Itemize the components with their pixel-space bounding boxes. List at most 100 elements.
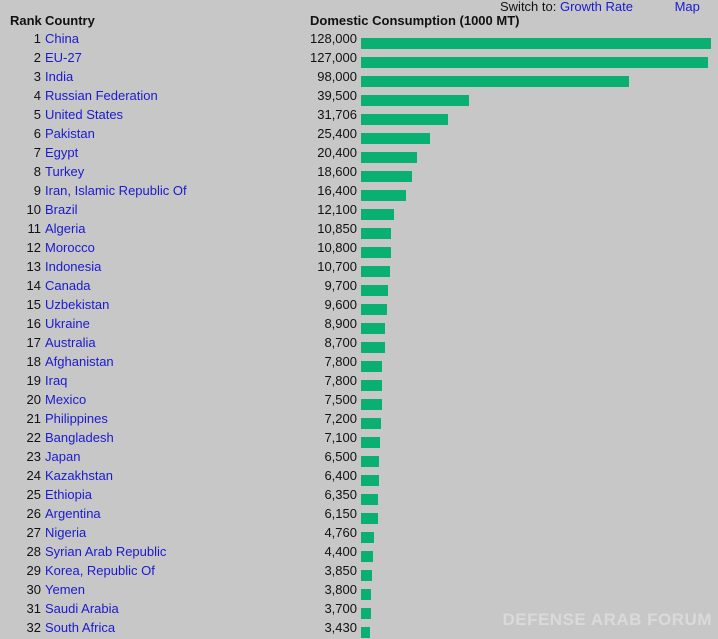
table-row: 16 Ukraine 8,900 bbox=[0, 316, 718, 335]
consumption-value: 25,400 bbox=[317, 126, 357, 141]
country-link[interactable]: Korea, Republic Of bbox=[45, 563, 155, 578]
rank: 27 bbox=[26, 525, 41, 540]
growth-rate-link[interactable]: Growth Rate bbox=[559, 0, 633, 14]
rank: 6 bbox=[33, 126, 41, 141]
country-link[interactable]: Afghanistan bbox=[45, 354, 114, 369]
country-link[interactable]: Nigeria bbox=[45, 525, 87, 540]
country-link[interactable]: Uzbekistan bbox=[45, 297, 110, 312]
country-link[interactable]: South Africa bbox=[45, 620, 116, 635]
country-link[interactable]: India bbox=[45, 69, 74, 84]
country-link[interactable]: Morocco bbox=[45, 240, 95, 255]
consumption-value: 3,700 bbox=[324, 601, 357, 616]
consumption-bar bbox=[361, 570, 372, 581]
table-row: 18 Afghanistan 7,800 bbox=[0, 354, 718, 373]
country-link[interactable]: Turkey bbox=[45, 164, 85, 179]
rank: 15 bbox=[26, 297, 41, 312]
consumption-value: 7,800 bbox=[324, 373, 357, 388]
table-row: 17 Australia 8,700 bbox=[0, 335, 718, 354]
table-row: 9 Iran, Islamic Republic Of 16,400 bbox=[0, 183, 718, 202]
consumption-bar bbox=[361, 589, 371, 600]
country-link[interactable]: Argentina bbox=[45, 506, 101, 521]
country-link[interactable]: Iraq bbox=[45, 373, 68, 388]
table-row: 5 United States 31,706 bbox=[0, 107, 718, 126]
consumption-bar bbox=[361, 285, 388, 296]
consumption-bar bbox=[361, 627, 370, 638]
rank: 23 bbox=[26, 449, 41, 464]
rank: 25 bbox=[26, 487, 41, 502]
consumption-value: 98,000 bbox=[317, 69, 357, 84]
country-link[interactable]: Pakistan bbox=[45, 126, 95, 141]
rank: 28 bbox=[26, 544, 41, 559]
country-link[interactable]: Bangladesh bbox=[45, 430, 114, 445]
consumption-bar bbox=[361, 608, 371, 619]
table-row: 29 Korea, Republic Of 3,850 bbox=[0, 563, 718, 582]
country-link[interactable]: Egypt bbox=[45, 145, 79, 160]
country-link[interactable]: Kazakhstan bbox=[45, 468, 113, 483]
consumption-value: 6,500 bbox=[324, 449, 357, 464]
country-link[interactable]: Syrian Arab Republic bbox=[45, 544, 167, 559]
country-link[interactable]: China bbox=[45, 31, 79, 46]
switch-view: Switch to: Growth Rate Map bbox=[500, 0, 700, 13]
consumption-bar bbox=[361, 475, 379, 486]
consumption-value: 9,600 bbox=[324, 297, 357, 312]
consumption-bar bbox=[361, 114, 448, 125]
country-link[interactable]: Saudi Arabia bbox=[45, 601, 119, 616]
country-link[interactable]: Philippines bbox=[45, 411, 108, 426]
country-link[interactable]: Indonesia bbox=[45, 259, 102, 274]
country-link[interactable]: United States bbox=[45, 107, 124, 122]
consumption-bar bbox=[361, 247, 391, 258]
table-row: 30 Yemen 3,800 bbox=[0, 582, 718, 601]
rank: 16 bbox=[26, 316, 41, 331]
consumption-value: 7,500 bbox=[324, 392, 357, 407]
consumption-value: 6,150 bbox=[324, 506, 357, 521]
switch-label: Switch to: bbox=[500, 0, 557, 14]
country-link[interactable]: Russian Federation bbox=[45, 88, 158, 103]
rank-header: Rank bbox=[10, 13, 42, 28]
table-row: 24 Kazakhstan 6,400 bbox=[0, 468, 718, 487]
country-link[interactable]: Ukraine bbox=[45, 316, 90, 331]
consumption-bar bbox=[361, 532, 374, 543]
rank: 20 bbox=[26, 392, 41, 407]
country-link[interactable]: Japan bbox=[45, 449, 81, 464]
consumption-value: 7,100 bbox=[324, 430, 357, 445]
country-link[interactable]: Ethiopia bbox=[45, 487, 92, 502]
rank: 9 bbox=[33, 183, 41, 198]
rank: 12 bbox=[26, 240, 41, 255]
consumption-bar bbox=[361, 171, 412, 182]
country-header: Country bbox=[45, 13, 95, 28]
country-link[interactable]: EU-27 bbox=[45, 50, 82, 65]
country-link[interactable]: Canada bbox=[45, 278, 91, 293]
table-row: 31 Saudi Arabia 3,700 bbox=[0, 601, 718, 620]
consumption-bar bbox=[361, 513, 378, 524]
consumption-bar bbox=[361, 323, 385, 334]
consumption-value: 4,400 bbox=[324, 544, 357, 559]
consumption-value: 31,706 bbox=[317, 107, 357, 122]
table-row: 3 India 98,000 bbox=[0, 69, 718, 88]
rank: 7 bbox=[33, 145, 41, 160]
map-link[interactable]: Map bbox=[674, 0, 700, 14]
consumption-bar bbox=[361, 133, 430, 144]
consumption-bar bbox=[361, 361, 382, 372]
table-row: 7 Egypt 20,400 bbox=[0, 145, 718, 164]
rank: 32 bbox=[26, 620, 41, 635]
consumption-bar bbox=[361, 456, 379, 467]
rank: 17 bbox=[26, 335, 41, 350]
country-link[interactable]: Brazil bbox=[45, 202, 78, 217]
table-row: 2 EU-27 127,000 bbox=[0, 50, 718, 69]
table-row: 26 Argentina 6,150 bbox=[0, 506, 718, 525]
rank: 29 bbox=[26, 563, 41, 578]
country-link[interactable]: Iran, Islamic Republic Of bbox=[45, 183, 187, 198]
consumption-value: 6,400 bbox=[324, 468, 357, 483]
consumption-value: 3,850 bbox=[324, 563, 357, 578]
consumption-header: Domestic Consumption (1000 MT) bbox=[310, 13, 520, 28]
country-link[interactable]: Algeria bbox=[45, 221, 86, 236]
rank: 3 bbox=[33, 69, 41, 84]
country-link[interactable]: Yemen bbox=[45, 582, 85, 597]
country-link[interactable]: Australia bbox=[45, 335, 96, 350]
table-row: 23 Japan 6,500 bbox=[0, 449, 718, 468]
rank: 30 bbox=[26, 582, 41, 597]
consumption-value: 8,900 bbox=[324, 316, 357, 331]
country-link[interactable]: Mexico bbox=[45, 392, 87, 407]
consumption-bar bbox=[361, 57, 708, 68]
consumption-value: 18,600 bbox=[317, 164, 357, 179]
